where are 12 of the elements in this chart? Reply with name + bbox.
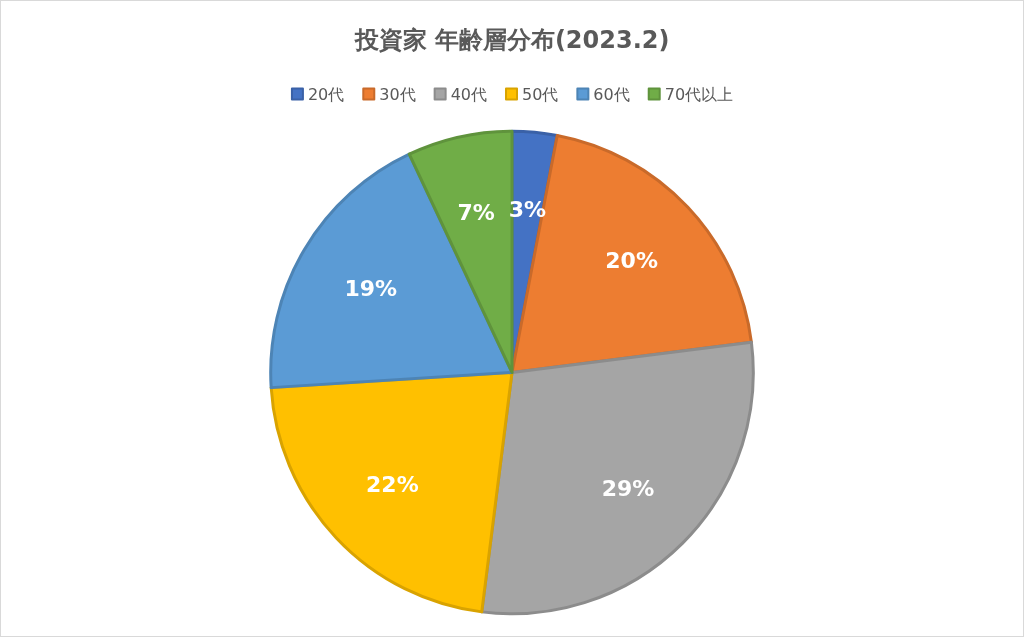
data-label: 19%	[344, 276, 398, 302]
legend-label: 40代	[450, 84, 487, 104]
data-label: 20%	[605, 247, 658, 273]
legend-label: 60代	[593, 84, 630, 104]
legend-label: 50代	[522, 84, 559, 104]
data-label: 7%	[457, 199, 495, 225]
legend-label: 20代	[307, 84, 345, 104]
data-label: 22%	[366, 472, 419, 498]
data-label: 29%	[601, 476, 655, 501]
chart-title: 投資家 年齢層分布(2023.2)	[353, 26, 670, 54]
legend-label: 70代以上	[664, 84, 734, 104]
legend-label: 30代	[379, 84, 416, 104]
